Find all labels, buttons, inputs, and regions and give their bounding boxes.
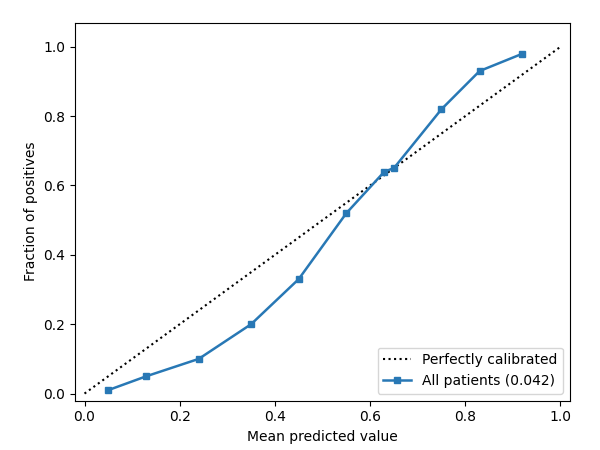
All patients (0.042) [343,211,350,216]
Y-axis label: Fraction of positives: Fraction of positives [24,142,38,281]
All patients (0.042) [519,51,526,56]
Line: All patients (0.042): All patients (0.042) [105,50,526,394]
All patients (0.042) [195,356,202,362]
All patients (0.042) [143,374,150,379]
All patients (0.042) [105,387,112,393]
X-axis label: Mean predicted value: Mean predicted value [247,430,398,444]
All patients (0.042) [248,321,255,327]
All patients (0.042) [476,68,483,74]
All patients (0.042) [438,107,445,112]
All patients (0.042) [381,169,388,174]
All patients (0.042) [390,166,397,171]
Legend: Perfectly calibrated, All patients (0.042): Perfectly calibrated, All patients (0.04… [377,347,563,394]
All patients (0.042) [295,276,302,282]
